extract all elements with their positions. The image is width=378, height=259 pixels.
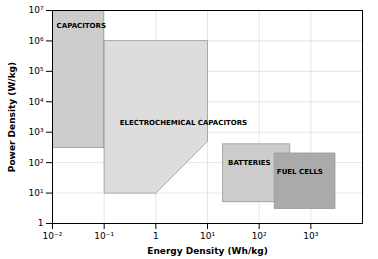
svg-text:10⁷: 10⁷ <box>28 5 43 15</box>
svg-text:10³: 10³ <box>28 127 43 137</box>
svg-text:10⁴: 10⁴ <box>28 97 43 107</box>
svg-text:10³: 10³ <box>303 231 318 241</box>
svg-text:CAPACITORS: CAPACITORS <box>57 22 106 30</box>
svg-text:ELECTROCHEMICAL CAPACITORS: ELECTROCHEMICAL CAPACITORS <box>120 119 247 127</box>
svg-text:1: 1 <box>38 218 44 228</box>
svg-text:10¹: 10¹ <box>28 188 43 198</box>
svg-text:Energy Density (Wh/kg): Energy Density (Wh/kg) <box>147 246 268 256</box>
svg-text:10¹: 10¹ <box>200 231 215 241</box>
svg-text:10²: 10² <box>28 158 43 168</box>
svg-text:10⁵: 10⁵ <box>28 66 43 76</box>
svg-text:BATTERIES: BATTERIES <box>228 159 271 167</box>
svg-text:1: 1 <box>153 231 159 241</box>
svg-text:10⁻²: 10⁻² <box>43 231 63 241</box>
svg-text:10⁶: 10⁶ <box>28 36 43 46</box>
svg-text:10⁻¹: 10⁻¹ <box>94 231 114 241</box>
svg-text:Power Density (W/kg): Power Density (W/kg) <box>7 62 17 172</box>
svg-text:10²: 10² <box>252 231 267 241</box>
svg-text:FUEL CELLS: FUEL CELLS <box>277 168 323 176</box>
